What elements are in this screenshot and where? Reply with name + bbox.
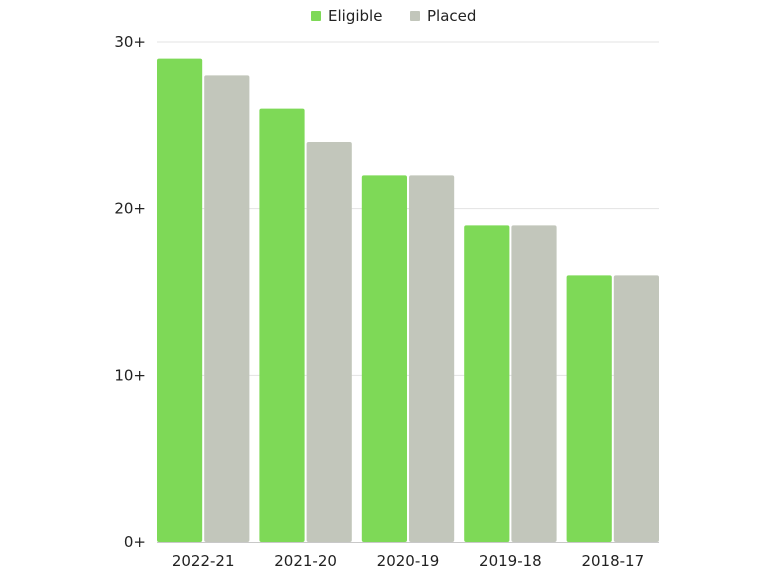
x-tick-label: 2019-18 [479, 552, 542, 570]
y-tick-label: 0+ [124, 533, 146, 551]
bar-placed-2022-21[interactable] [204, 75, 250, 542]
x-tick-label: 2020-19 [377, 552, 440, 570]
x-tick-labels: 2022-21 2021-20 2020-19 2019-18 2018-17 [172, 552, 644, 570]
bar-placed-2018-17[interactable] [613, 275, 659, 542]
bar-eligible-2018-17[interactable] [566, 275, 612, 542]
legend-label: Placed [427, 7, 476, 25]
bar-placed-2021-20[interactable] [306, 142, 352, 542]
bar-placed-2019-18[interactable] [511, 225, 557, 543]
legend-label: Eligible [328, 7, 382, 25]
legend-item-placed[interactable]: Placed [410, 7, 476, 25]
y-tick-label: 10+ [114, 366, 146, 384]
bar-eligible-2020-19[interactable] [361, 175, 407, 543]
bar-eligible-2019-18[interactable] [464, 225, 510, 543]
y-tick-label: 20+ [114, 200, 146, 218]
x-tick-label: 2018-17 [581, 552, 644, 570]
legend-swatch [410, 11, 420, 21]
y-tick-label: 30+ [114, 33, 146, 51]
bar-eligible-2021-20[interactable] [259, 108, 305, 543]
legend-item-eligible[interactable]: Eligible [311, 7, 382, 25]
legend[interactable]: Eligible Placed [311, 7, 476, 25]
legend-swatch [311, 11, 321, 21]
x-tick-label: 2022-21 [172, 552, 235, 570]
bar-placed-2020-19[interactable] [409, 175, 455, 543]
y-tick-labels: 0+ 10+ 20+ 30+ [114, 33, 146, 551]
bar-eligible-2022-21[interactable] [157, 58, 203, 543]
bars [157, 58, 659, 543]
x-tick-label: 2021-20 [274, 552, 337, 570]
